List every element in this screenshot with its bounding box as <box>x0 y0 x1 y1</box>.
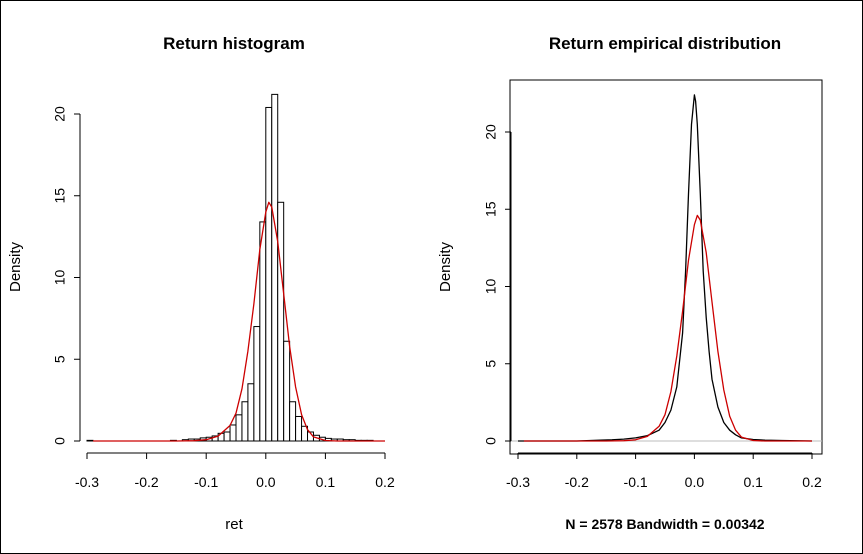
histogram-y-label: Density <box>7 241 24 292</box>
x-tick-label: -0.2 <box>565 474 589 490</box>
histogram-x-label: ret <box>225 516 243 533</box>
y-tick-label: 10 <box>483 279 499 295</box>
histogram-panel: Return histogram ret Density -0.3 -0.2 -0.… <box>7 34 395 533</box>
histogram-bar <box>86 439 94 442</box>
y-tick-label: 0 <box>52 437 68 445</box>
density-lines <box>518 94 813 442</box>
density-x-axis: -0.3 -0.2 -0.1 0.0 0.1 0.2 <box>506 452 822 490</box>
histogram-bar <box>241 401 249 442</box>
histogram-bar <box>223 431 231 442</box>
x-tick-label: -0.1 <box>194 474 218 490</box>
density-title: Return empirical distribution <box>549 34 781 53</box>
histogram-bar <box>259 221 267 442</box>
x-tick-label: -0.1 <box>624 474 648 490</box>
y-tick-label: 5 <box>52 355 68 363</box>
histogram-bar <box>295 415 303 442</box>
x-tick-label: 0.0 <box>685 474 705 490</box>
y-tick-label: 5 <box>483 360 499 368</box>
density-y-axis: 0 5 10 15 20 <box>483 124 512 445</box>
x-tick-label: 0.1 <box>743 474 763 490</box>
histogram-bar <box>247 383 255 442</box>
density-plot-box <box>509 79 823 455</box>
y-tick-label: 20 <box>52 106 68 122</box>
y-tick-label: 15 <box>483 201 499 217</box>
histogram-bar <box>277 201 285 442</box>
histogram-bar <box>253 326 261 442</box>
x-tick-label: 0.2 <box>802 474 822 490</box>
normal-density-line <box>93 201 385 442</box>
histogram-bar <box>265 106 273 442</box>
histogram-bar <box>283 340 291 442</box>
y-tick-label: 20 <box>483 124 499 140</box>
x-tick-label: -0.3 <box>506 474 530 490</box>
histogram-bar <box>289 401 297 442</box>
histogram-bar <box>229 424 237 442</box>
x-tick-label: 0.1 <box>316 474 336 490</box>
density-y-label: Density <box>437 241 454 292</box>
density-x-label: N = 2578 Bandwidth = 0.00342 <box>565 516 764 532</box>
empirical-density-line <box>518 94 813 442</box>
histogram-density-lines <box>93 201 385 442</box>
x-tick-label: 0.0 <box>256 474 276 490</box>
density-panel: Return empirical distribution N = 2578 B… <box>437 34 823 532</box>
histogram-bar <box>235 414 243 442</box>
y-tick-label: 10 <box>52 270 68 286</box>
histogram-bar <box>271 93 279 442</box>
histogram-x-axis: -0.3 -0.2 -0.1 0.0 0.1 0.2 <box>75 452 395 490</box>
x-tick-label: 0.2 <box>375 474 395 490</box>
histogram-title: Return histogram <box>163 34 305 53</box>
histogram-y-axis: 0 5 10 15 20 <box>52 106 81 445</box>
y-tick-label: 0 <box>483 437 499 445</box>
y-tick-label: 15 <box>52 188 68 204</box>
x-tick-label: -0.3 <box>75 474 99 490</box>
x-tick-label: -0.2 <box>135 474 159 490</box>
histogram-bars <box>86 93 374 442</box>
normal-density-line <box>523 214 812 442</box>
